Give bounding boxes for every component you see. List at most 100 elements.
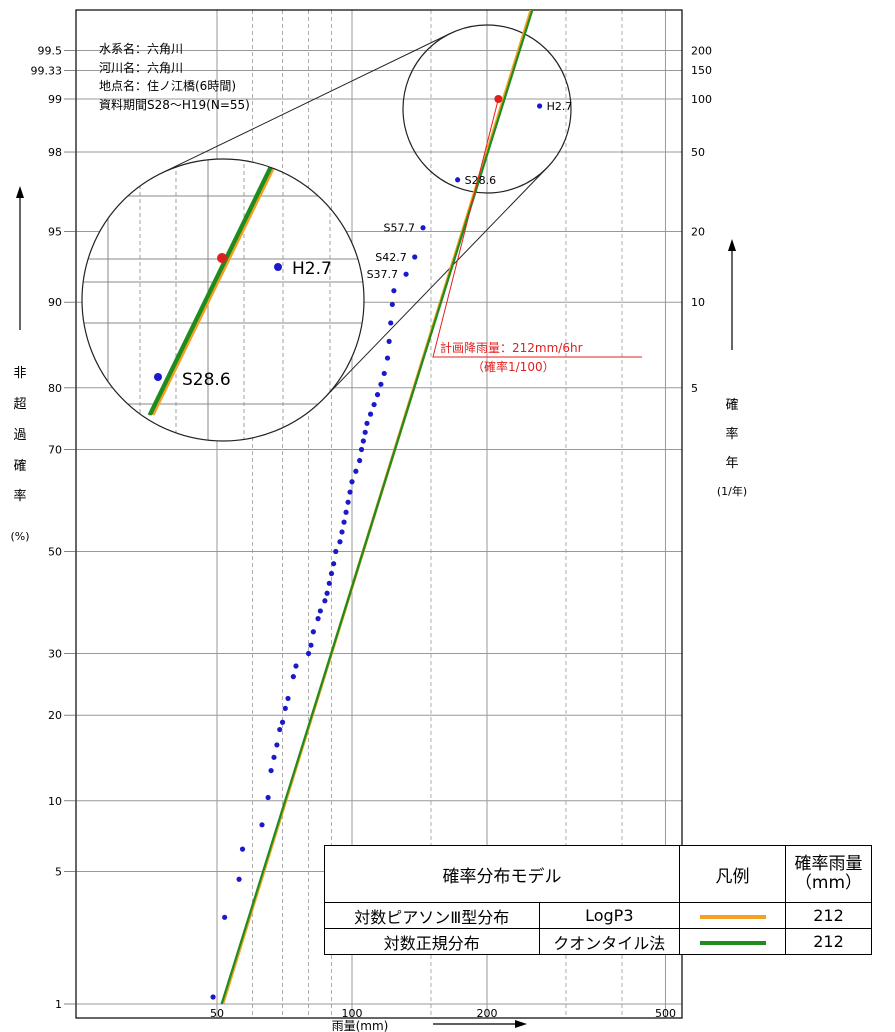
zoom-circle-large bbox=[81, 158, 365, 442]
data-point bbox=[391, 288, 397, 294]
ylabel-left-6: (%) bbox=[10, 530, 29, 543]
data-point bbox=[388, 320, 394, 326]
annotation-line-2: （確率1/100） bbox=[472, 359, 555, 374]
data-point bbox=[353, 468, 359, 474]
zoom-label-s286: S28.6 bbox=[182, 370, 231, 390]
zoom-plan-point bbox=[217, 253, 227, 263]
data-point bbox=[305, 650, 312, 657]
annotation-line-1: 計画降雨量：212mm/6hr bbox=[440, 340, 583, 355]
ylabel-left-1: 非 bbox=[13, 366, 26, 381]
data-point bbox=[322, 598, 328, 604]
legend-value: 212 bbox=[785, 928, 872, 955]
data-point bbox=[384, 355, 391, 361]
data-point bbox=[308, 642, 314, 648]
y-left-tick-label: 10 bbox=[48, 795, 62, 808]
y-left-tick-label: 99 bbox=[48, 93, 62, 106]
y-right-tick-label: 5 bbox=[691, 382, 698, 395]
data-point bbox=[285, 695, 291, 702]
data-point bbox=[341, 519, 347, 525]
legend-swatch-green bbox=[699, 940, 766, 945]
legend-header-rain-1: 確率雨量 bbox=[794, 854, 863, 874]
data-point bbox=[331, 561, 337, 567]
data-point bbox=[328, 570, 335, 577]
y-right-tick-label: 200 bbox=[691, 44, 712, 57]
zoom-circle-background bbox=[82, 159, 364, 441]
data-point bbox=[362, 429, 368, 435]
legend-method: LogP3 bbox=[538, 902, 681, 929]
data-point bbox=[268, 767, 274, 774]
legend-header-rain-2: （mm） bbox=[794, 873, 863, 893]
legend-value: 212 bbox=[785, 902, 872, 929]
info-line-4: 資料期間S28～H19(N=55) bbox=[99, 98, 250, 112]
point-label: S37.7 bbox=[367, 268, 398, 281]
data-point bbox=[381, 370, 387, 377]
data-point bbox=[282, 705, 288, 711]
fit-line-lognormal bbox=[220, 10, 534, 1005]
data-point bbox=[367, 411, 374, 417]
legend-model: 対数正規分布 bbox=[324, 928, 540, 955]
legend-header-model: 確率分布モデル bbox=[324, 845, 680, 903]
point-label: S57.7 bbox=[384, 222, 415, 235]
ylabel-left-5: 率 bbox=[13, 488, 26, 504]
data-point bbox=[536, 103, 543, 109]
zoom-line-logp3 bbox=[151, 166, 276, 416]
ylabel-right-2: 率 bbox=[725, 426, 738, 442]
zoom-line-lognormal bbox=[147, 166, 272, 416]
ylabel-left-2: 超 bbox=[13, 397, 26, 412]
zoom-connector-line bbox=[323, 167, 548, 399]
zoom-point-h27 bbox=[274, 263, 282, 271]
data-point bbox=[455, 177, 461, 183]
data-point bbox=[333, 548, 339, 555]
y-left-tick-label: 99.5 bbox=[38, 44, 63, 57]
plan-point bbox=[494, 95, 503, 103]
data-point bbox=[265, 794, 271, 801]
legend-header-rain: 確率雨量 （mm） bbox=[785, 845, 872, 903]
legend-row: 対数正規分布 クオンタイル法 212 bbox=[324, 928, 872, 955]
data-point bbox=[349, 479, 355, 485]
data-point bbox=[210, 994, 216, 1000]
data-point bbox=[403, 271, 409, 277]
data-point bbox=[343, 509, 349, 515]
axis-ticks: 50 100 200 500 1 5 10 20 30 50 70 80 90 95 98 99 99.33 99… bbox=[31, 44, 713, 1020]
y-left-tick-label: 1 bbox=[55, 998, 62, 1011]
y-left-tick-label: 30 bbox=[48, 648, 62, 661]
point-label: S42.7 bbox=[375, 251, 406, 264]
data-point bbox=[358, 446, 365, 453]
info-line-1: 水系名：六角川 bbox=[99, 41, 183, 56]
data-point bbox=[364, 420, 370, 426]
legend-swatch-cell bbox=[679, 928, 786, 955]
data-point bbox=[374, 392, 381, 398]
data-point bbox=[271, 754, 277, 760]
y-left-tick-label: 98 bbox=[48, 146, 62, 159]
legend-table: 確率分布モデル 凡例 確率雨量 （mm） 対数ピアソンⅢ型分布 LogP3 21… bbox=[324, 845, 872, 955]
legend-swatch-orange bbox=[699, 914, 766, 919]
y-left-tick-label: 95 bbox=[48, 226, 62, 239]
info-line-2: 河川名：六角川 bbox=[99, 60, 183, 75]
legend-header-legend: 凡例 bbox=[679, 845, 786, 903]
data-points: S37.7 S42.7 S57.7 S28.6 H2.7 bbox=[210, 100, 572, 1000]
right-axis-label: 確 率 年 (1/年) bbox=[717, 239, 747, 498]
x-tick-label: 100 bbox=[342, 1007, 363, 1020]
x-axis-label: 雨量(mm) bbox=[332, 1019, 527, 1032]
data-point bbox=[337, 539, 343, 545]
zoom-callout: H2.7 S28.6 bbox=[81, 24, 572, 442]
data-point bbox=[279, 719, 286, 725]
ylabel-right-1: 確 bbox=[725, 397, 738, 413]
data-point bbox=[290, 674, 296, 680]
ylabel-right-3: 年 bbox=[725, 456, 738, 471]
legend-row: 対数ピアソンⅢ型分布 LogP3 212 bbox=[324, 902, 872, 929]
data-point bbox=[378, 381, 384, 387]
y-left-tick-label: 90 bbox=[48, 296, 62, 309]
point-label: H2.7 bbox=[547, 100, 573, 113]
data-point bbox=[347, 489, 353, 495]
data-point bbox=[277, 726, 283, 733]
left-axis-label: 非 超 過 確 率 (%) bbox=[10, 186, 30, 543]
data-point bbox=[315, 616, 321, 622]
y-right-tick-label: 150 bbox=[691, 64, 712, 77]
data-point bbox=[324, 590, 330, 596]
y-right-tick-label: 20 bbox=[691, 226, 705, 239]
annotation-leader-line bbox=[432, 98, 642, 358]
xlabel: 雨量(mm) bbox=[332, 1019, 389, 1032]
plan-annotation: 計画降雨量：212mm/6hr （確率1/100） bbox=[432, 95, 642, 374]
data-point bbox=[317, 608, 323, 614]
